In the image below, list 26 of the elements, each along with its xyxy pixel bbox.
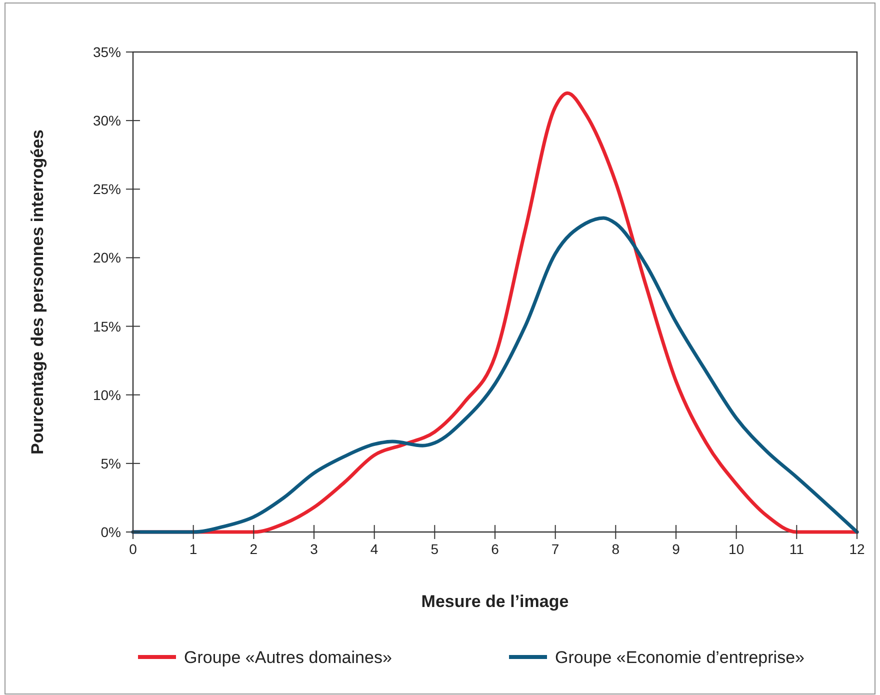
y-axis-title: Pourcentage des personnes interrogées <box>28 130 47 454</box>
x-tick-label: 5 <box>430 541 439 557</box>
y-tick-label: 10% <box>92 386 121 403</box>
y-tick-label: 15% <box>92 318 121 334</box>
x-tick-label: 3 <box>310 541 318 557</box>
x-axis-title: Mesure de l’image <box>421 592 569 611</box>
y-tick-label: 30% <box>92 112 121 129</box>
x-tick-label: 8 <box>612 541 620 557</box>
x-tick-label: 0 <box>129 541 138 557</box>
x-tick-label: 11 <box>789 541 804 557</box>
y-tick-label: 25% <box>92 181 121 198</box>
legend-label: Groupe «Economie d’entreprise» <box>555 648 804 667</box>
x-tick-label: 12 <box>849 541 865 557</box>
y-tick-label: 35% <box>92 44 121 60</box>
x-tick-label: 4 <box>370 541 378 557</box>
x-tick-label: 7 <box>551 541 560 557</box>
y-tick-label: 20% <box>92 250 121 266</box>
x-tick-label: 1 <box>189 541 198 557</box>
x-tick-label: 6 <box>491 541 500 557</box>
x-tick-label: 2 <box>250 541 258 557</box>
line-series <box>131 216 859 534</box>
x-tick-label: 9 <box>672 541 680 557</box>
legend-label: Groupe «Autres domaines» <box>184 648 392 667</box>
y-tick-label: 5% <box>100 455 121 472</box>
y-tick-label: 0% <box>100 524 121 540</box>
x-tick-label: 10 <box>728 541 744 557</box>
